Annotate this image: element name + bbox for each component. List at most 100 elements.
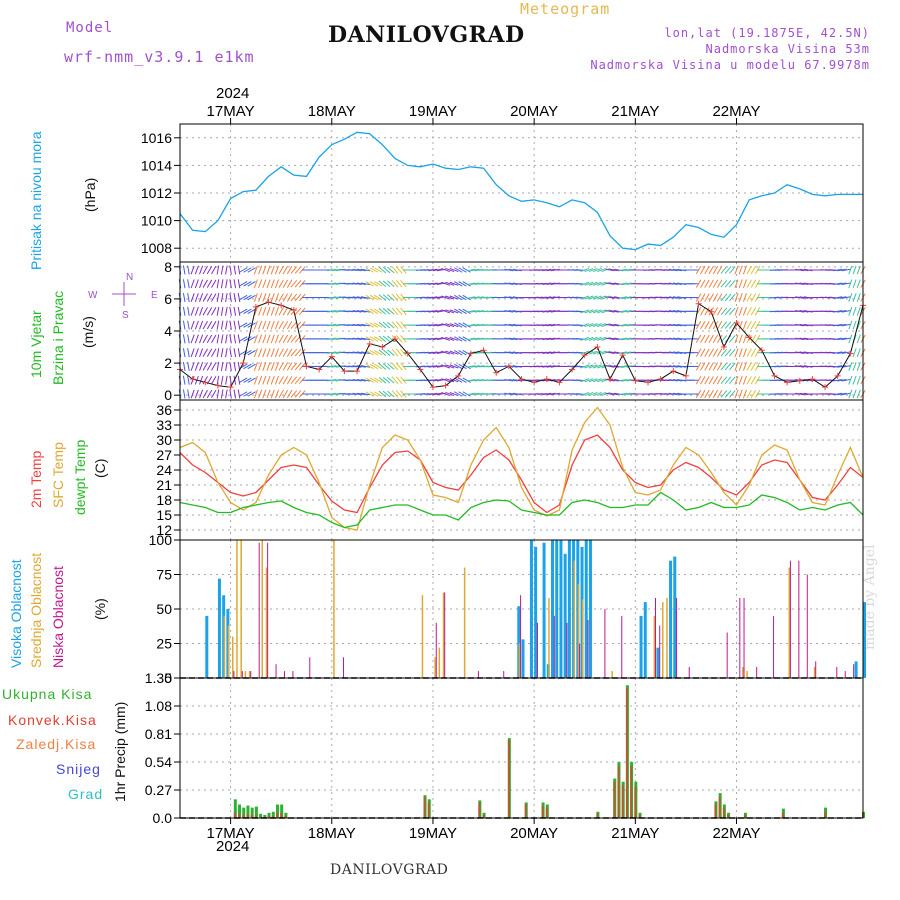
wind-arrow <box>441 350 451 355</box>
wind-arrow <box>597 323 607 328</box>
wind-arrow <box>391 307 399 316</box>
cloud-bar <box>551 540 555 678</box>
wind-arrow <box>466 296 476 299</box>
y-tick-label: 4 <box>164 323 172 339</box>
wind-arrow <box>704 307 710 316</box>
cloud-bar <box>756 666 758 678</box>
wind-arrow <box>327 310 337 313</box>
x-tick-label-bottom: 19MAY <box>409 825 457 842</box>
convective-bar <box>238 813 241 818</box>
convective-bar <box>250 814 253 818</box>
wind-arrow <box>750 334 757 344</box>
wind-arrow <box>286 293 293 302</box>
compass-letter: S <box>122 310 129 321</box>
wind-arrow <box>724 280 732 288</box>
wind-arrow <box>356 282 366 286</box>
wind-arrow <box>225 389 228 399</box>
wind-arrow <box>716 389 723 399</box>
wind-arrow <box>225 265 228 275</box>
cloud-bar <box>258 542 260 678</box>
cloud-bar <box>518 643 521 678</box>
wind-arrow <box>584 309 594 314</box>
wind-arrow <box>546 268 556 272</box>
wind-arrow <box>724 390 732 398</box>
wind-arrow <box>211 389 217 399</box>
wind-arrow <box>734 293 739 302</box>
wind-arrow <box>294 376 302 384</box>
wind-arrow <box>278 320 284 330</box>
wind-arrow <box>441 323 451 328</box>
wind-speed-markers <box>177 299 866 391</box>
y-tick-label: 1.08 <box>145 698 172 714</box>
wind-arrow <box>841 392 851 396</box>
wind-arrow <box>382 280 391 288</box>
x-tick-label-bottom: 18MAY <box>308 825 356 842</box>
wind-arrow <box>470 296 480 299</box>
wind-arrow <box>795 365 805 368</box>
wind-arrow <box>720 390 728 398</box>
wind-arrow <box>750 279 757 288</box>
wind-arrow <box>462 294 471 301</box>
wind-arrow <box>266 306 271 316</box>
cloud-bar <box>503 671 505 678</box>
wind-arrow <box>609 351 619 354</box>
wind-arrow <box>841 268 851 272</box>
convective-bar <box>722 807 725 818</box>
y-tick-label: 1016 <box>141 130 172 146</box>
wind-arrow <box>282 348 289 357</box>
wind-arrow <box>695 320 702 330</box>
wind-arrow <box>216 361 220 371</box>
wind-arrow <box>194 279 199 289</box>
wind-speed-marker <box>720 344 727 351</box>
wind-arrow <box>458 267 467 273</box>
wind-arrow <box>470 392 480 396</box>
cloud-bar <box>673 556 677 678</box>
wind-arrow <box>841 323 851 327</box>
wind-arrow <box>605 310 615 313</box>
wind-arrow <box>247 377 256 383</box>
wind-arrow <box>247 349 256 356</box>
wind-arrow <box>462 391 471 397</box>
wind-arrow <box>194 320 199 330</box>
wind-arrow <box>243 377 252 383</box>
wind-arrow <box>286 348 293 357</box>
wind-arrow <box>700 265 706 275</box>
wind-arrow <box>365 391 374 397</box>
wind-arrow <box>365 294 374 301</box>
wind-arrow <box>274 389 279 399</box>
wind-arrow <box>708 293 714 302</box>
wind-arrow <box>542 310 552 313</box>
wind-arrow <box>542 282 552 286</box>
wind-arrow <box>856 334 861 344</box>
wind-arrow <box>750 293 757 302</box>
wind-arrow <box>720 293 728 302</box>
precip-bar <box>259 813 263 818</box>
wind-arrow <box>327 323 337 327</box>
wind-arrow <box>470 337 480 341</box>
precip-bar <box>271 811 275 818</box>
wind-arrow <box>622 392 632 396</box>
wind-speed-marker <box>240 360 247 367</box>
wind-arrow <box>206 279 213 288</box>
wind-arrow <box>294 390 302 398</box>
cloud-bar <box>789 560 791 678</box>
wind-arrow <box>546 282 556 286</box>
wind-arrow <box>618 282 628 286</box>
wind-arrow <box>243 294 252 301</box>
wind-arrow <box>445 364 455 369</box>
wind-arrow <box>352 323 362 327</box>
wind-arrow <box>387 266 395 274</box>
wind-arrow <box>365 377 374 383</box>
wind-arrow <box>742 375 747 385</box>
wind-arrow <box>712 362 719 371</box>
wind-speed-marker <box>316 366 323 373</box>
wind-arrow <box>356 351 366 354</box>
wind-arrow <box>609 365 619 368</box>
wind-arrow <box>278 348 284 357</box>
wind-arrow <box>206 307 213 316</box>
wind-arrow <box>580 309 590 314</box>
cloud-bar <box>553 615 555 678</box>
wind-speed-marker <box>847 350 854 357</box>
wind-arrow <box>225 348 228 358</box>
wind-arrow <box>470 378 480 382</box>
